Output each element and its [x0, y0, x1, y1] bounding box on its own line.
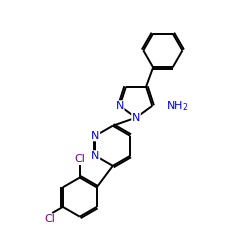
Text: N: N: [91, 151, 100, 161]
Text: N: N: [116, 101, 124, 111]
Text: Cl: Cl: [74, 154, 85, 164]
Text: N: N: [91, 131, 100, 141]
Text: NH$_2$: NH$_2$: [166, 99, 188, 113]
Text: Cl: Cl: [44, 214, 55, 224]
Text: N: N: [132, 113, 140, 123]
